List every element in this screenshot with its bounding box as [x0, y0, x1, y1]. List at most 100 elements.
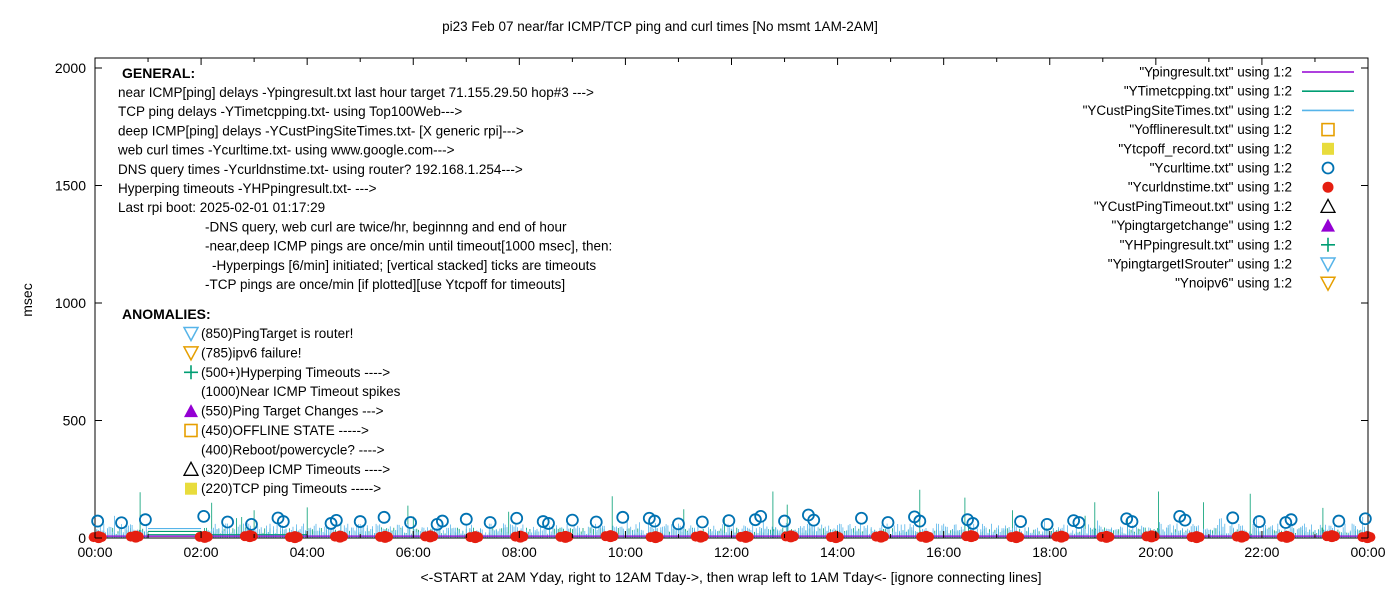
point-Ycurltime.txt [807, 513, 821, 527]
point-Ycurldnstime.txt [969, 531, 980, 542]
anomaly-item: (450)OFFLINE STATE -----> [201, 423, 369, 438]
anomaly-item: (1000)Near ICMP Timeout spikes [201, 384, 401, 399]
legend-entry: "YTimetcpping.txt" using 1:2 [1124, 84, 1354, 99]
point-Ycurltime.txt [536, 515, 550, 528]
point-Ycurldnstime.txt [133, 531, 144, 542]
legend-entry: "Ytcpoff_record.txt" using 1:2 [1118, 141, 1334, 156]
point-Ycurltime.txt [483, 516, 497, 529]
y-tick-label: 1500 [55, 178, 86, 194]
point-Ycurltime.txt [1178, 513, 1192, 527]
point-Ycurltime.txt [276, 515, 290, 528]
y-tick-label: 1000 [55, 295, 86, 311]
general-line: TCP ping delays -YTimetcpping.txt- using… [118, 104, 462, 119]
x-tick-label: 00:00 [77, 544, 112, 560]
series-Ycurldnstime.txt [88, 530, 1376, 544]
legend-label: "Ypingtargetchange" using 1:2 [1112, 218, 1292, 233]
point-Ycurldnstime.txt [337, 531, 348, 542]
legend-circle-filled-icon [1322, 181, 1334, 193]
point-Ycurltime.txt [91, 514, 105, 528]
point-Ycurldnstime.txt [698, 531, 709, 542]
point-Ycurldnstime.txt [1149, 531, 1160, 542]
triangle-down-open-icon [182, 346, 200, 362]
legend-circle-open-icon [1321, 161, 1335, 175]
series-Ycurltime.txt [91, 508, 1372, 531]
legend-label: "Ycurldnstime.txt" using 1:2 [1128, 180, 1292, 195]
x-tick-label: 10:00 [608, 544, 643, 560]
inner-text-layer: GENERAL: near ICMP[ping] delays -Ypingres… [117, 65, 612, 496]
point-Ycurltime.txt [197, 509, 211, 523]
point-Ycurltime.txt [855, 511, 868, 525]
general-line: deep ICMP[ping] delays -YCustPingSiteTim… [118, 123, 524, 138]
point-Ycurltime.txt [565, 513, 579, 527]
general-line: -DNS query, web curl are twice/hr, begin… [205, 219, 567, 234]
x-tick-label: 00:00 [1350, 544, 1385, 560]
point-Ycurltime.txt [778, 514, 791, 528]
general-line: web curl times -Ycurltime.txt- using www… [117, 143, 455, 158]
legend-entry: "Ynoipv6" using 1:2 [1175, 276, 1337, 292]
legend-entry: "YCustPingTimeout.txt" using 1:2 [1094, 198, 1337, 214]
anomaly-item: (500+)Hyperping Timeouts ----> [201, 365, 390, 380]
point-Ycurldnstime.txt [653, 532, 664, 543]
point-Ycurltime.txt [1358, 512, 1372, 526]
legend-label: "YCustPingSiteTimes.txt" using 1:2 [1083, 103, 1292, 118]
general-line: DNS query times -Ycurldnstime.txt- using… [118, 162, 523, 177]
x-tick-label: 22:00 [1244, 544, 1279, 560]
point-Ycurldnstime.txt [1014, 532, 1025, 543]
point-Ycurldnstime.txt [518, 531, 529, 542]
x-tick-label: 18:00 [1032, 544, 1067, 560]
legend-label: "YpingtargetISrouter" using 1:2 [1108, 257, 1292, 272]
triangle-up-filled-icon [184, 404, 198, 418]
point-Ycurldnstime.txt [879, 531, 890, 542]
point-Ycurltime.txt [542, 517, 555, 530]
anomalies-heading: ANOMALIES: [122, 306, 211, 322]
point-Ycurldnstime.txt [833, 532, 844, 543]
point-Ycurltime.txt [722, 514, 736, 528]
y-tick-label: 500 [63, 413, 87, 429]
point-Ycurltime.txt [966, 517, 980, 530]
chart-title: pi23 Feb 07 near/far ICMP/TCP ping and c… [442, 19, 878, 34]
point-Ycurltime.txt [436, 514, 449, 528]
legend-entry: "Ycurldnstime.txt" using 1:2 [1128, 180, 1334, 195]
x-tick-label: 04:00 [290, 544, 325, 560]
point-Ycurltime.txt [672, 517, 685, 531]
point-Ycurldnstime.txt [1194, 532, 1205, 543]
legend-entry: "Ypingtargetchange" using 1:2 [1112, 218, 1335, 233]
point-Ycurltime.txt [1067, 514, 1081, 528]
x-tick-label: 16:00 [926, 544, 961, 560]
legend-label: "YHPpingresult.txt" using 1:2 [1120, 237, 1292, 252]
y-tick-label: 0 [78, 530, 86, 546]
point-Ycurltime.txt [221, 515, 235, 529]
point-Ycurltime.txt [1252, 515, 1266, 528]
legend-plus-icon [1321, 237, 1335, 252]
general-line: -TCP pings are once/min [if plotted][use… [205, 277, 565, 292]
point-Ycurltime.txt [754, 509, 768, 523]
legend-label: "Ypingresult.txt" using 1:2 [1139, 65, 1292, 80]
point-Ycurltime.txt [459, 512, 473, 526]
point-Ycurldnstime.txt [1059, 531, 1070, 542]
plus-icon [184, 365, 198, 380]
legend-entry: "Yofflineresult.txt" using 1:2 [1129, 122, 1335, 137]
point-Ycurltime.txt [1226, 511, 1240, 525]
point-Ycurltime.txt [616, 510, 630, 524]
x-tick-label: 08:00 [502, 544, 537, 560]
point-Ycurltime.txt [589, 515, 603, 529]
point-Ycurltime.txt [1014, 515, 1027, 528]
general-line: -Hyperpings [6/min] initiated; [vertical… [212, 258, 596, 273]
point-Ycurldnstime.txt [924, 531, 935, 542]
point-Ycurldnstime.txt [1239, 531, 1250, 542]
anomaly-item: (550)Ping Target Changes ---> [201, 404, 384, 419]
legend-entry: "YpingtargetISrouter" using 1:2 [1108, 257, 1337, 273]
point-Ycurldnstime.txt [608, 531, 619, 542]
point-Ycurldnstime.txt [428, 531, 439, 542]
square-open-icon [184, 423, 198, 438]
point-Ycurltime.txt [138, 513, 152, 527]
anomaly-item: (785)ipv6 failure! [201, 345, 302, 360]
point-Ycurldnstime.txt [247, 531, 258, 542]
point-Ycurltime.txt [1125, 515, 1139, 528]
legend-label: "Ytcpoff_record.txt" using 1:2 [1118, 141, 1292, 156]
point-Ycurldnstime.txt [473, 532, 484, 543]
legend-label: "Ynoipv6" using 1:2 [1175, 276, 1292, 291]
anomaly-item: (220)TCP ping Timeouts -----> [201, 481, 381, 496]
legend-entry: "YHPpingresult.txt" using 1:2 [1120, 237, 1335, 252]
